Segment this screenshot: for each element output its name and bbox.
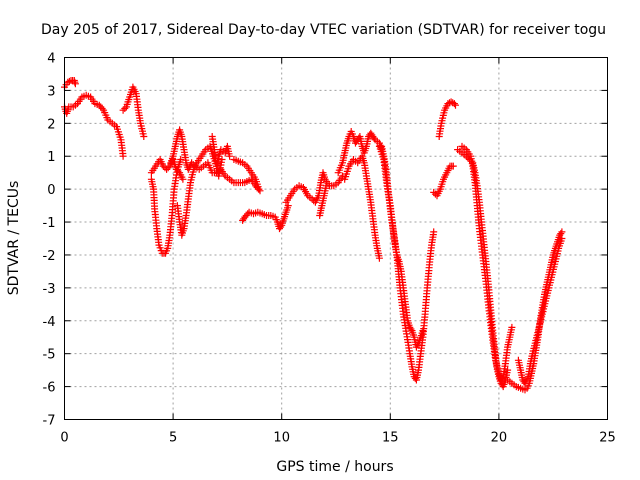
data-point [218,156,226,163]
data-point [447,98,455,106]
data-point [172,165,180,173]
data-series-trace [458,142,516,384]
y-tick-label: -5 [43,348,56,363]
y-tick-label: -4 [43,315,56,330]
data-series-trace [147,156,185,257]
data-marks [61,77,566,394]
data-point [508,323,516,331]
data-point [322,182,330,190]
y-tick-label: 4 [47,52,55,67]
data-point [179,175,187,183]
data-point [159,162,167,170]
data-series-trace [430,162,457,200]
data-point [308,195,316,203]
data-point [119,152,127,160]
data-point [498,374,506,382]
data-point [277,223,285,231]
data-point [174,167,182,175]
data-series-trace [208,133,226,180]
data-point [557,230,565,238]
y-axis-label: SDTVAR / TECUs [6,181,22,296]
data-point [452,101,459,109]
y-tick-label: -3 [43,282,56,297]
data-point [177,156,185,163]
y-tick-label: 2 [47,117,55,132]
data-point [430,228,438,236]
data-series-trace [375,142,438,384]
data-series-trace [239,202,292,233]
data-point [119,106,127,114]
axis-ticks [64,57,608,420]
x-tick-label: 15 [382,431,399,446]
x-tick-label: 20 [491,431,508,446]
data-point [226,152,234,160]
x-tick-label: 10 [273,431,290,446]
data-point [444,100,452,108]
data-point [164,164,172,172]
data-point [449,162,457,170]
data-point [450,100,458,108]
data-point [407,325,415,333]
data-series-trace [61,77,79,91]
x-tick-label: 0 [60,431,68,446]
chart-title: Day 205 of 2017, Sidereal Day-to-day VTE… [41,22,606,38]
data-point [163,165,171,173]
x-tick-label: 5 [169,431,177,446]
data-series-trace [514,235,566,387]
y-tick-label: -6 [43,381,56,396]
data-series-trace [435,98,459,140]
data-point [65,77,73,85]
data-point [504,366,512,374]
data-series-trace [230,156,263,193]
data-series-trace [454,146,512,391]
data-point [255,185,263,193]
data-point [121,105,129,112]
data-series-trace [282,169,346,206]
data-point [98,105,106,112]
data-series-trace [119,83,148,140]
y-tick-label: 3 [47,84,55,99]
data-series-trace [341,152,383,262]
plot-frame [64,57,608,420]
x-axis-label: GPS time / hours [276,459,393,475]
y-tick-label: -7 [43,414,56,429]
data-series-trace [316,182,330,219]
x-tick-label: 25 [599,431,616,446]
x-tick-labels: 0 5 10 15 20 25 [60,431,615,446]
grid [64,57,608,420]
y-tick-label: -1 [43,216,56,231]
data-series-trace [61,91,127,160]
data-point [430,188,438,196]
data-point [375,254,383,262]
data-point [256,187,264,195]
data-point [370,134,378,142]
data-point [140,133,148,140]
y-tick-label: 0 [47,183,55,198]
y-tick-label: -2 [43,249,56,264]
data-point [64,78,72,86]
data-series-trace [334,128,386,177]
y-tick-labels: -7 -6 -5 -4 -3 -2 -1 0 1 2 3 4 [43,52,56,429]
y-tick-label: 1 [47,150,55,165]
data-point [558,235,566,242]
data-point [71,80,79,88]
data-point [558,228,566,236]
